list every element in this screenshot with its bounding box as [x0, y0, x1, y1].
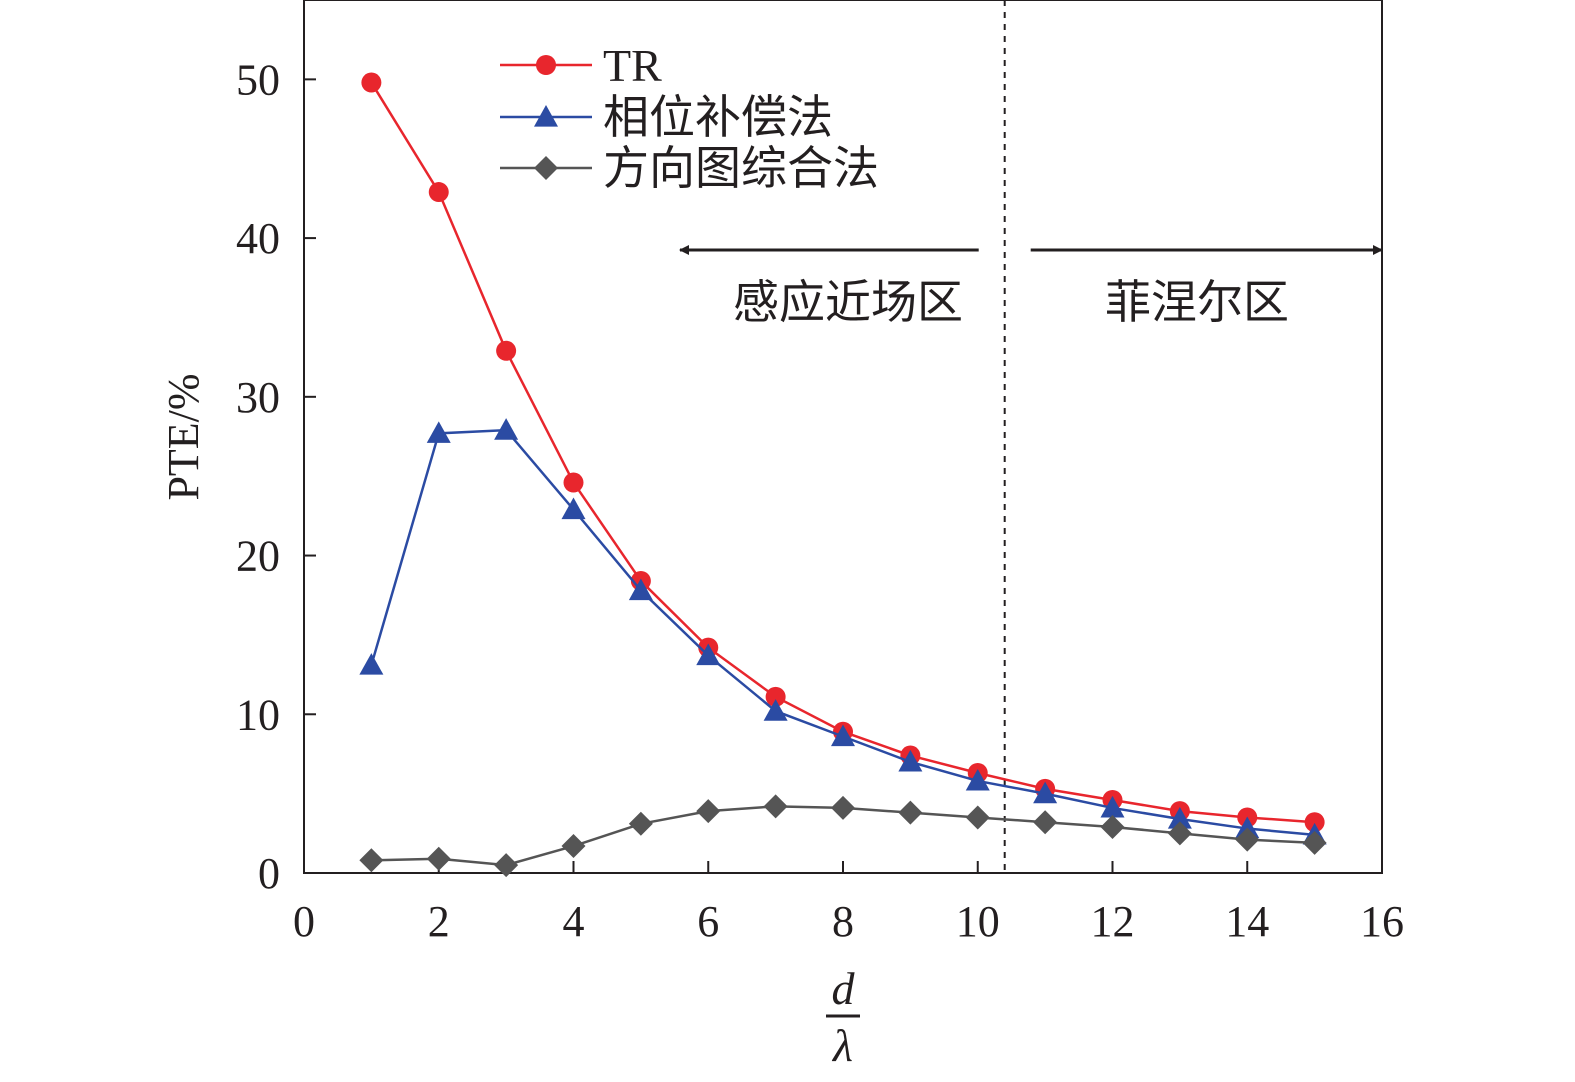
data-point [561, 497, 586, 520]
y-tick-label: 30 [236, 373, 280, 422]
x-tick-label: 12 [1091, 897, 1135, 946]
x-tick-label: 2 [428, 897, 450, 946]
x-tick-label: 0 [293, 897, 315, 946]
data-point [359, 848, 384, 873]
x-tick-label: 10 [956, 897, 1000, 946]
legend-marker [534, 105, 558, 127]
near-field-label: 感应近场区 [733, 277, 963, 328]
x-axis-label-denominator: λ [831, 1020, 853, 1071]
series-1 [359, 418, 1327, 845]
legend-label: 相位补偿法 [603, 92, 833, 143]
data-point [1167, 821, 1192, 846]
data-point [428, 182, 449, 203]
data-point [1302, 830, 1327, 855]
x-axis-label-numerator: d [832, 963, 856, 1014]
x-tick-label: 4 [563, 897, 585, 946]
data-point [898, 749, 923, 772]
x-tick-label: 16 [1360, 897, 1404, 946]
y-tick-label: 40 [236, 214, 280, 263]
data-point [426, 421, 451, 443]
data-point [1100, 814, 1125, 839]
data-point [628, 811, 653, 836]
x-tick-label: 14 [1225, 897, 1269, 946]
legend-label: 方向图综合法 [603, 143, 879, 194]
data-point [1033, 781, 1058, 804]
series-line [370, 428, 1315, 837]
data-point [1235, 816, 1260, 839]
data-point [494, 853, 519, 878]
data-point [765, 686, 786, 707]
data-point [1033, 810, 1058, 835]
data-point [763, 794, 788, 819]
axis-ticks: 0 2 4 6 8 10 12 14 16 0 10 20 30 40 50 [236, 55, 1404, 946]
data-point [1100, 795, 1125, 818]
y-tick-label: 0 [258, 849, 280, 898]
data-point [561, 834, 586, 859]
data-point [831, 795, 855, 820]
data-point [426, 846, 451, 871]
data-point [1304, 812, 1325, 833]
data-point [898, 800, 923, 825]
data-point [763, 699, 788, 721]
data-point [965, 768, 990, 791]
x-tick-label: 8 [832, 897, 854, 946]
data-point [965, 805, 990, 830]
data-point [628, 578, 653, 601]
data-point [494, 418, 519, 440]
data-point [696, 799, 721, 824]
x-tick-label: 6 [697, 897, 719, 946]
y-axis-label: PTE/% [159, 373, 208, 500]
data-point [1235, 827, 1260, 852]
data-point [359, 653, 384, 675]
y-tick-label: 50 [236, 55, 280, 104]
data-point [1167, 807, 1192, 829]
data-point [361, 72, 382, 93]
legend-label: TR [603, 40, 662, 91]
legend-marker [536, 55, 556, 75]
data-point [496, 340, 517, 361]
series-2 [359, 794, 1327, 878]
data-point [831, 724, 855, 747]
data-point [696, 643, 721, 666]
legend-marker [534, 156, 558, 180]
series-group [359, 72, 1327, 878]
fresnel-label: 菲涅尔区 [1105, 277, 1289, 328]
data-point [563, 472, 584, 493]
region-annotations: 感应近场区 菲涅尔区 [679, 0, 1383, 873]
y-tick-label: 10 [236, 690, 280, 739]
y-tick-label: 20 [236, 532, 280, 581]
